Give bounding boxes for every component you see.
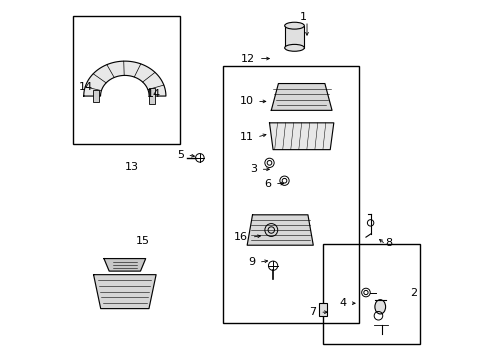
Text: 9: 9 [247,257,255,267]
Text: 4: 4 [339,298,346,308]
Text: 11: 11 [239,132,253,142]
Text: 2: 2 [410,288,417,297]
Bar [223,66,358,323]
Polygon shape [83,61,165,96]
Text: 6: 6 [264,179,271,189]
Bar [284,26,304,48]
Ellipse shape [374,300,385,314]
Polygon shape [104,258,145,271]
Polygon shape [93,275,156,309]
Text: 3: 3 [249,164,257,174]
Polygon shape [246,215,313,245]
Text: 15: 15 [135,236,149,246]
Text: 5: 5 [176,150,183,160]
Text: 10: 10 [239,96,253,107]
Bar [319,303,326,316]
Polygon shape [269,123,333,150]
Bar [323,244,419,344]
Text: 14: 14 [146,89,160,99]
Ellipse shape [284,44,304,51]
Bar [148,88,155,104]
Text: 7: 7 [308,307,315,317]
Text: 13: 13 [125,162,139,172]
Text: 12: 12 [241,54,255,64]
Polygon shape [271,84,331,111]
Text: 1: 1 [299,13,306,22]
Bar [73,16,180,144]
Text: 8: 8 [385,238,392,248]
Text: 16: 16 [234,232,247,242]
Ellipse shape [284,22,304,29]
Text: 14: 14 [78,82,92,92]
Bar [93,90,99,103]
